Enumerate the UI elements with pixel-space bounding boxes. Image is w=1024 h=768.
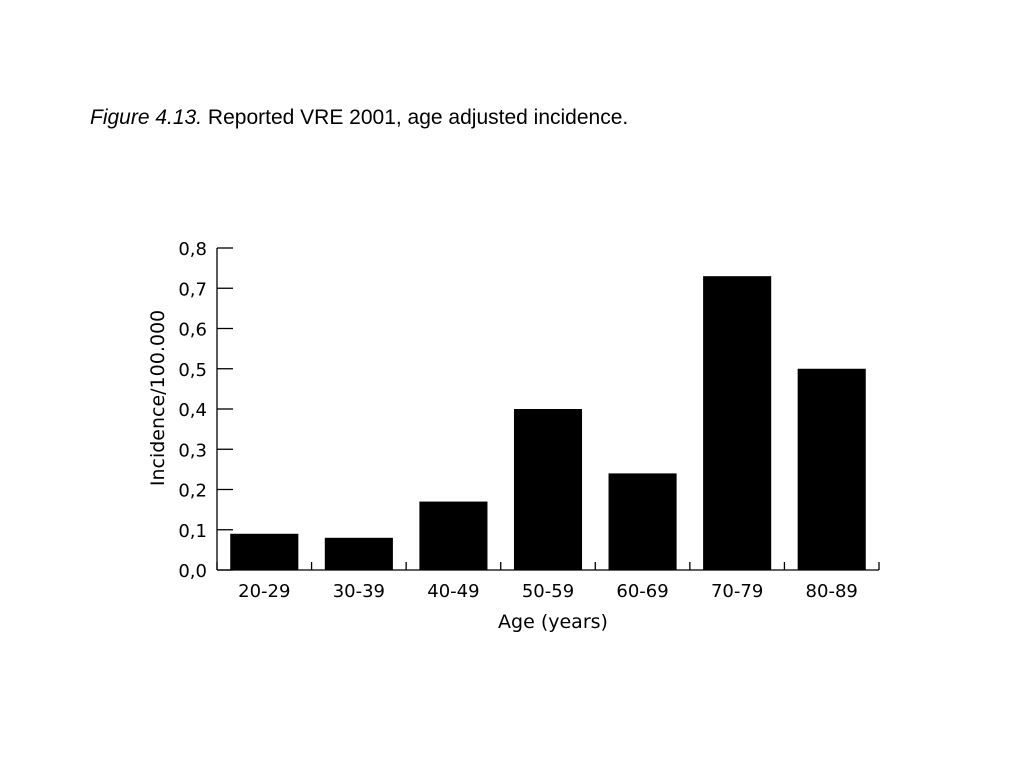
bar-30-39	[324, 537, 393, 570]
y-tick-label: 0,3	[178, 440, 207, 461]
y-tick-label: 0,0	[178, 561, 207, 582]
y-tick-label: 0,1	[178, 521, 207, 542]
figure-caption: Figure 4.13. Reported VRE 2001, age adju…	[90, 106, 628, 130]
y-tick-label: 0,2	[178, 481, 207, 502]
x-tick-label: 40-49	[427, 581, 479, 602]
x-tick-label: 30-39	[333, 581, 385, 602]
bar-20-29	[230, 533, 299, 570]
bars	[230, 276, 866, 570]
y-tick-label: 0,5	[178, 360, 207, 381]
x-tick-label: 50-59	[522, 581, 574, 602]
y-tick-label: 0,4	[178, 400, 207, 421]
x-tick-label: 60-69	[616, 581, 668, 602]
y-tick-label: 0,6	[178, 320, 207, 341]
bar-50-59	[513, 409, 583, 570]
x-tick-label: 20-29	[238, 581, 290, 602]
y-axis-label: Incidence/100.000	[147, 310, 169, 486]
figure-caption-text: Reported VRE 2001, age adjusted incidenc…	[207, 106, 629, 129]
x-tick-label: 80-89	[806, 581, 858, 602]
bar-60-69	[608, 473, 677, 570]
figure-label: Figure 4.13.	[90, 106, 203, 129]
bar-40-49	[419, 501, 488, 570]
bar-70-79	[703, 276, 772, 570]
y-tick-label: 0,7	[178, 279, 207, 300]
y-tick-label: 0,8	[178, 239, 207, 260]
y-axis: 0,0 0,1 0,2 0,3 0,4 0,5 0,6 0,7 0,8	[178, 239, 233, 582]
x-axis-label: Age (years)	[498, 611, 608, 633]
x-tick-label: 70-79	[711, 581, 763, 602]
bar-80-89	[797, 368, 866, 570]
